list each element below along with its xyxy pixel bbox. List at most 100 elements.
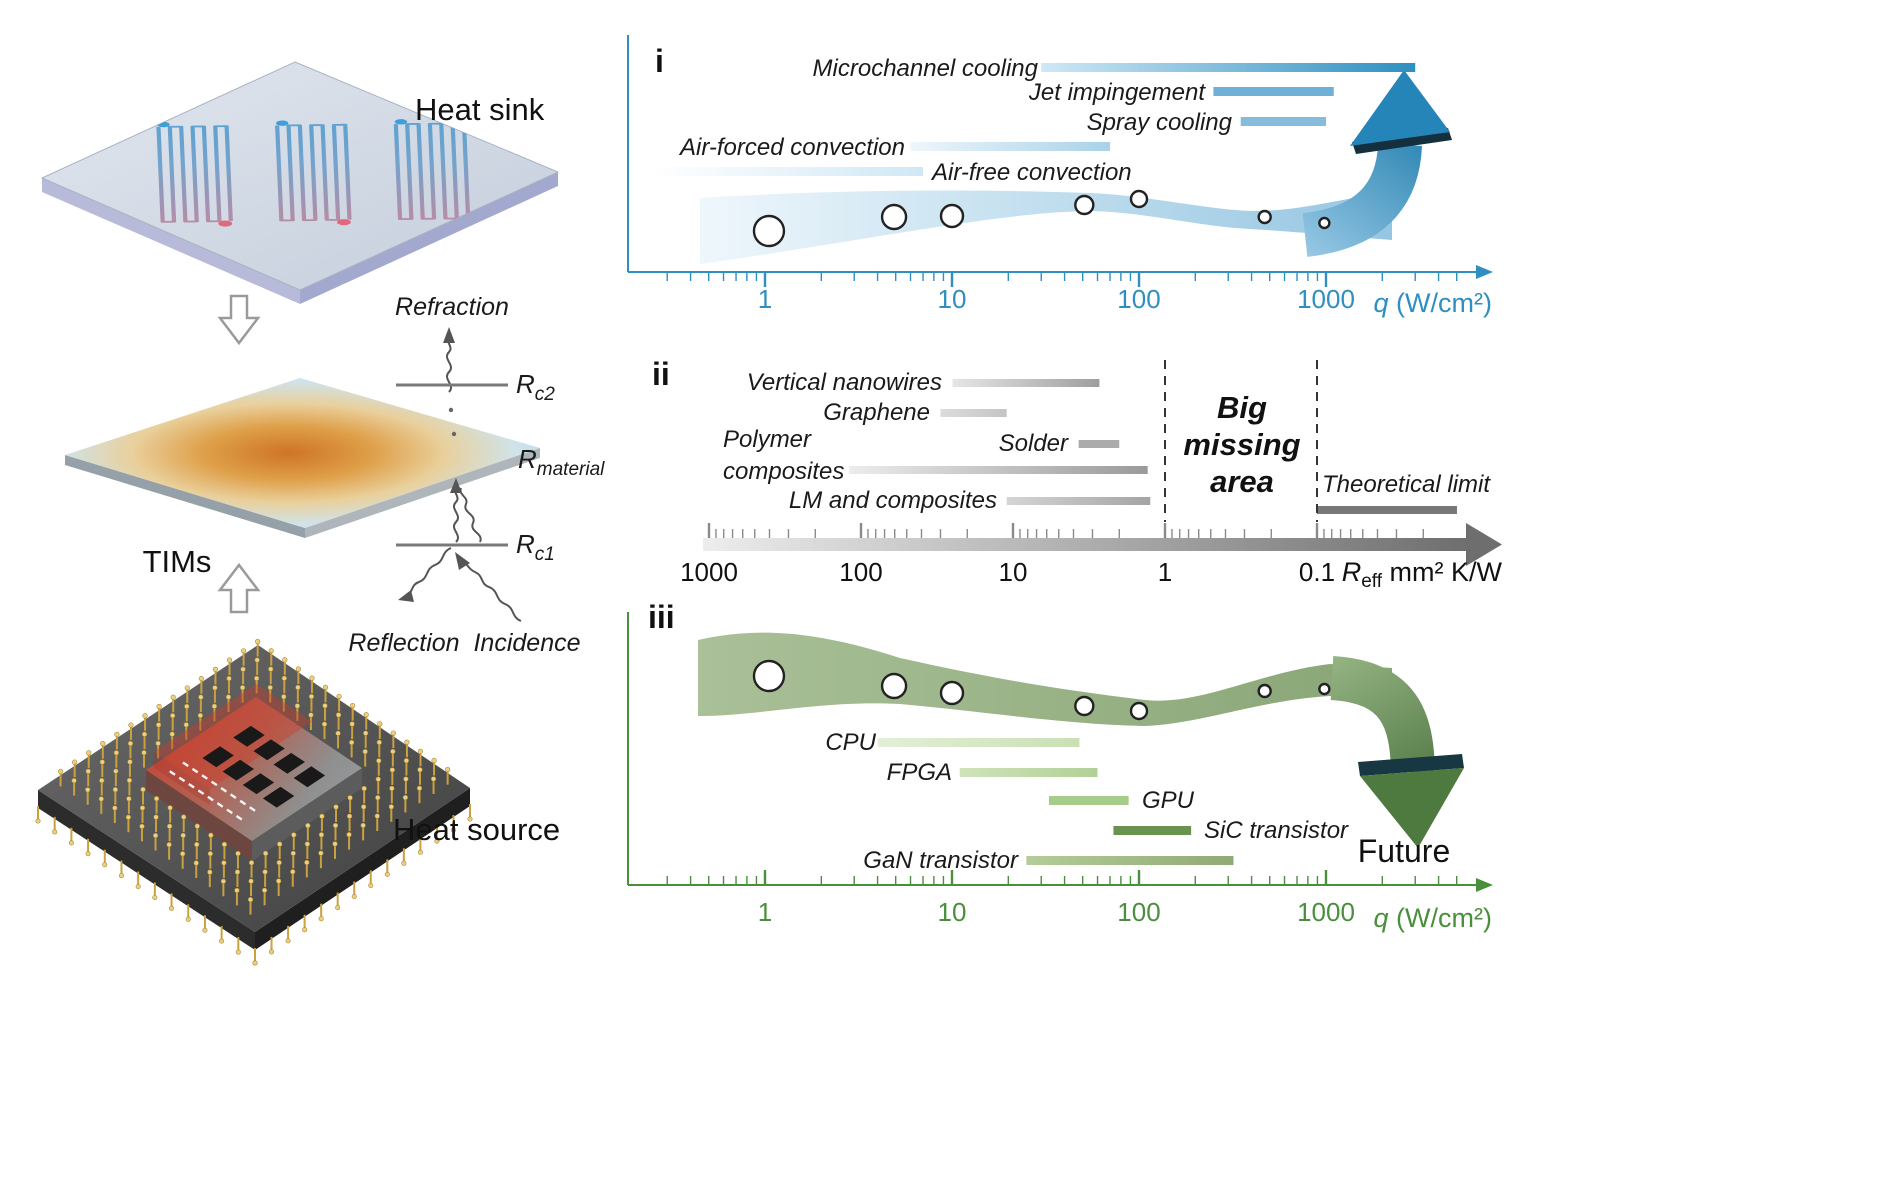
optics-schematic [404,336,522,622]
arrow-down-head-icon [1360,768,1464,848]
pga-pin-head [125,814,131,820]
bar-label: GPU [1142,787,1195,814]
pga-pin-head [169,731,175,737]
pga-pin-head [239,685,246,691]
pga-pin-head [114,731,120,737]
pga-pin-head [346,813,353,819]
pga-pin-head [241,648,247,654]
tick-label: 1000 [680,557,738,587]
pga-pin-head [390,730,396,736]
pga-pin-head [99,777,105,784]
pga-pin-head [128,722,134,728]
pga-pin-head [113,750,119,756]
pga-pin-head [295,666,301,672]
pga-pin-head [322,703,328,709]
pga-pin-head [184,685,190,691]
pga-pin-head [85,787,91,793]
pga-pin-head [375,795,381,801]
bar-label-line: composites [723,458,844,485]
bar-label: SiC transistor [1204,817,1349,844]
pga-pin-head [248,860,255,866]
solder-dash [188,783,195,789]
pga-pin-head [207,851,213,857]
bar-label: Air-free convection [930,159,1132,186]
coolant-inlet-port [276,120,289,126]
solder-dash [207,795,214,802]
trend-marker [752,659,786,693]
pga-pin-head [363,730,369,736]
pga-pin-head [183,722,189,728]
big-missing-area-annotation: Big missing area [1183,390,1300,499]
tim-plate [65,378,540,528]
pga-pin-head [318,916,324,922]
tick-label: 10 [999,557,1028,587]
pga-pin-head [180,832,186,838]
pga-pin-head [248,878,254,884]
pga-pin-head [332,841,338,847]
solder-dash [220,787,228,793]
pga-pin-head [185,916,191,922]
pga-pin-head [268,666,274,672]
panel-ii-numeral: ii [652,356,670,392]
bar-label: Solder [999,430,1069,457]
axis-unit: (W/cm²) [1389,288,1492,318]
pga-pin-head [135,884,141,890]
pga-pin-head [368,882,374,888]
r-symbol: R [516,529,535,559]
pga-pin-head [71,777,77,784]
chip-die [253,739,285,761]
axis-var: q [1374,903,1389,933]
chip-die [293,766,326,788]
pga-pin-head [139,823,145,829]
pga-pin-head [194,841,200,848]
heat-sink-side-left [42,178,300,304]
pga-pin-head [267,684,273,691]
pga-pin-head [304,859,310,866]
pga-pin-head [401,860,407,866]
solder-dash [201,774,208,780]
pga-pin-head [180,851,186,857]
pga-pin-head [277,841,283,847]
bar-label: Polymer composites [723,426,844,485]
reff-axis-arrowhead-icon [1466,523,1502,566]
trend-marker [1129,701,1149,721]
pga-pin-head [363,712,369,718]
trend-marker [1318,216,1331,230]
pga-pin-head [402,794,408,801]
pga-pin-head [113,768,119,774]
tick-label: 0.1 [1299,557,1335,587]
x-axis-arrowhead-icon [1476,878,1493,892]
coolant-outlet-port [218,220,233,227]
microchannel-coil [393,122,471,220]
solder-dash [226,808,233,815]
range-bar [1213,87,1334,96]
rmaterial-subscript: material [537,459,605,480]
pga-pin-head [417,767,423,773]
refraction-wave [446,336,452,393]
pga-pin-head [349,721,355,727]
heat-sink-label: Heat sink [415,92,545,127]
tims-label: TIMs [143,544,212,579]
bar-label: Spray cooling [1087,109,1233,136]
pga-pin-head [72,759,78,765]
trend-marker [1257,683,1272,699]
pga-pin-head [305,822,311,829]
panel-iii-axis-label: q (W/cm²) [1374,903,1492,933]
pga-pin-head [126,777,133,783]
pga-pin-head [153,814,159,820]
pga-pin-head [207,869,213,875]
chip-die [273,752,305,774]
pga-pin-head [388,804,394,810]
axis-var: R [1342,557,1362,587]
pga-pin-head [262,869,268,875]
range-bar [1048,796,1129,805]
pga-pin-head [346,832,352,838]
tim-side-left [65,455,305,538]
pga-pin-head [142,713,148,719]
trend-marker [939,203,965,229]
tick-label: 10 [938,284,967,314]
solder-dash [249,806,256,812]
pga-pin-head [181,814,187,820]
pga-pin-head [127,740,134,747]
